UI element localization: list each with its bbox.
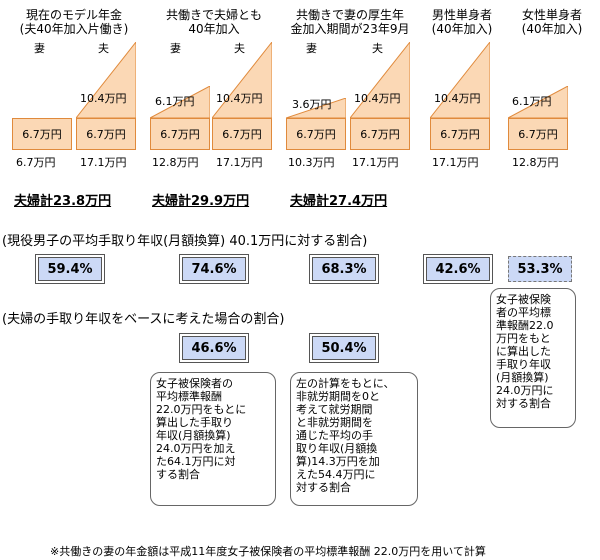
couple-total: 夫婦計27.4万円 xyxy=(290,194,388,209)
pension-triangle xyxy=(150,86,210,118)
wife-label: 妻 xyxy=(34,42,45,55)
note-wife-23y9m: 左の計算をもとに、 非就労期間を0と 考えて就労期間 と非就労期間を 通じた平均… xyxy=(290,372,418,506)
person-total: 12.8万円 xyxy=(152,156,199,169)
pension-triangle xyxy=(350,42,410,118)
note-female-single: 女子被保険 者の平均標 準報酬22.0 万円をもと に算出した 手取り年収 (月… xyxy=(490,288,576,428)
husband-label: 夫 xyxy=(372,42,383,55)
husband-label: 夫 xyxy=(234,42,245,55)
person-total: 17.1万円 xyxy=(432,156,479,169)
couple-total: 夫婦計23.8万円 xyxy=(14,194,112,209)
pension-triangle xyxy=(212,42,272,118)
triangle-value: 10.4万円 xyxy=(434,92,481,105)
couple-total: 夫婦計29.9万円 xyxy=(152,194,250,209)
ratio-box-female: 53.3% xyxy=(508,256,572,282)
basic-pension-box: 6.7万円 xyxy=(508,118,568,150)
note-both-40: 女子被保険者の 平均標準報酬 22.0万円をもとに 算出した手取り 年収(月額換… xyxy=(150,372,276,506)
basic-pension-box: 6.7万円 xyxy=(150,118,210,150)
wife-label: 妻 xyxy=(306,42,317,55)
person-total: 6.7万円 xyxy=(16,156,56,169)
person-total: 17.1万円 xyxy=(216,156,263,169)
person-total: 12.8万円 xyxy=(512,156,559,169)
ratio-box: 74.6% xyxy=(179,254,249,284)
ratio-box: 42.6% xyxy=(423,254,493,284)
triangle-value: 6.1万円 xyxy=(512,95,552,108)
ratio-box: 50.4% xyxy=(309,333,379,363)
group-header-single-male: 男性単身者 (40年加入) xyxy=(431,8,493,36)
basic-pension-box: 6.7万円 xyxy=(286,118,346,150)
basic-pension-box: 6.7万円 xyxy=(430,118,490,150)
group-header-single-female: 女性単身者 (40年加入) xyxy=(521,8,583,36)
section-title-couple-income: (夫婦の手取り年収をベースに考えた場合の割合) xyxy=(2,312,285,327)
triangle-value: 6.1万円 xyxy=(155,95,195,108)
triangle-value: 10.4万円 xyxy=(354,92,401,105)
basic-pension-box: 6.7万円 xyxy=(12,118,72,150)
person-total: 17.1万円 xyxy=(80,156,127,169)
group-header-wife-23y9m: 共働きで妻の厚生年 金加入期間が23年9月 xyxy=(290,8,410,36)
section-title-male-income: (現役男子の平均手取り年収(月額換算) 40.1万円に対する割合) xyxy=(2,234,368,249)
ratio-box: 46.6% xyxy=(179,333,249,363)
pension-triangle xyxy=(286,98,346,118)
footnote: ※共働きの妻の年金額は平成11年度女子被保険者の平均標準報酬 22.0万円を用い… xyxy=(50,545,486,558)
ratio-box: 68.3% xyxy=(309,254,379,284)
pension-triangle xyxy=(430,42,490,118)
pension-triangle xyxy=(76,42,136,118)
triangle-value: 3.6万円 xyxy=(292,98,332,111)
triangle-value: 10.4万円 xyxy=(80,92,127,105)
person-total: 17.1万円 xyxy=(352,156,399,169)
wife-label: 妻 xyxy=(170,42,181,55)
group-header-both-40: 共働きで夫婦とも 40年加入 xyxy=(165,8,262,36)
person-total: 10.3万円 xyxy=(288,156,335,169)
group-header-model: 現在のモデル年金 (夫40年加入片働き) xyxy=(19,8,129,36)
triangle-value: 10.4万円 xyxy=(216,92,263,105)
pension-triangle xyxy=(508,86,568,118)
husband-label: 夫 xyxy=(98,42,109,55)
ratio-box: 59.4% xyxy=(35,254,105,284)
basic-pension-box: 6.7万円 xyxy=(76,118,136,150)
basic-pension-box: 6.7万円 xyxy=(212,118,272,150)
basic-pension-box: 6.7万円 xyxy=(350,118,410,150)
